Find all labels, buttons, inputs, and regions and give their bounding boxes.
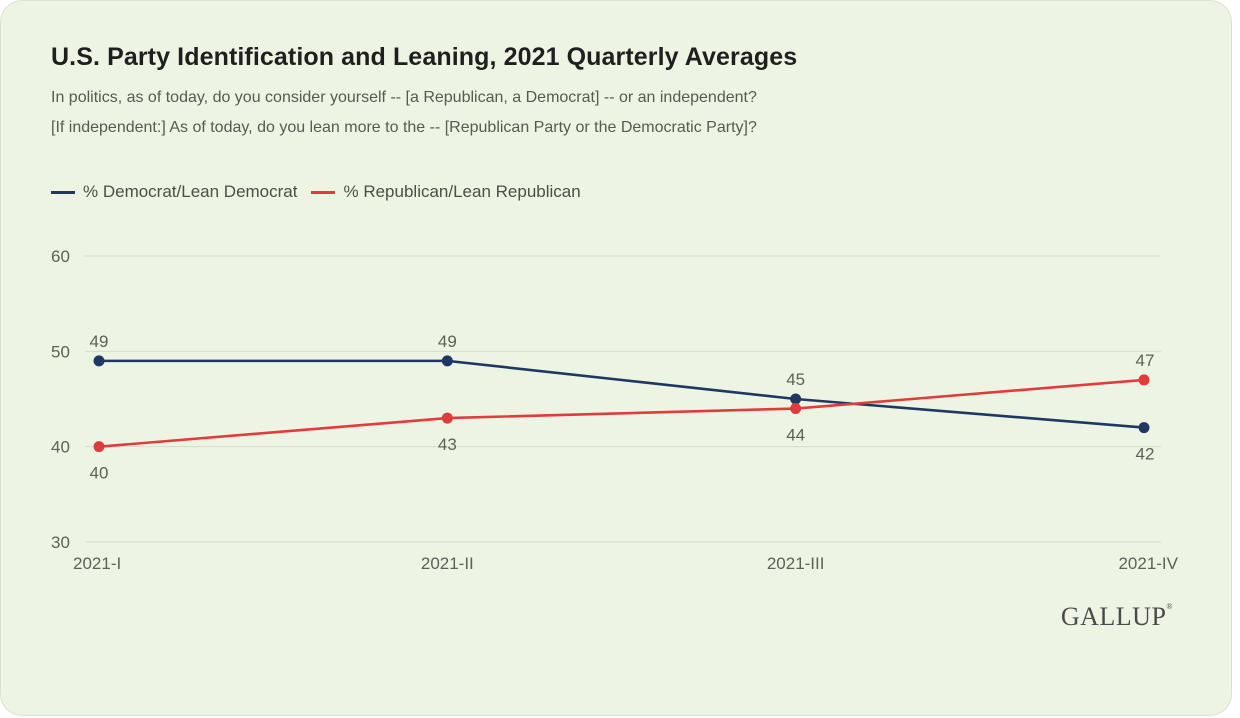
data-label-republican: 44 <box>786 426 805 445</box>
data-point-republican <box>93 441 105 453</box>
chart-subtitle-line-1: In politics, as of today, do you conside… <box>51 89 757 106</box>
data-label-republican: 47 <box>1136 351 1155 370</box>
chart-title: U.S. Party Identification and Leaning, 2… <box>51 43 798 71</box>
data-label-democrat: 49 <box>438 332 457 351</box>
x-tick-label: 2021-I <box>73 554 121 573</box>
y-tick-label: 60 <box>51 247 70 266</box>
gallup-logo-mark: ® <box>1166 602 1173 611</box>
data-label-democrat: 49 <box>90 332 109 351</box>
data-point-democrat <box>1138 422 1150 434</box>
y-tick-label: 50 <box>51 342 70 361</box>
x-tick-label: 2021-IV <box>1118 554 1178 573</box>
line-chart: 30 40 50 60 2021-I 2021-II 2021-III 2021-IV 49 49… <box>51 247 1179 573</box>
data-point-democrat <box>441 355 453 367</box>
data-point-democrat <box>790 393 802 405</box>
legend-swatch-democrat <box>51 190 75 194</box>
data-point-democrat <box>93 355 105 367</box>
data-label-democrat: 45 <box>786 370 805 389</box>
legend-label-democrat: % Democrat/Lean Democrat <box>83 182 298 201</box>
legend-swatch-republican <box>311 190 336 194</box>
data-label-democrat: 42 <box>1136 445 1155 464</box>
data-point-republican <box>790 403 802 415</box>
y-tick-label: 30 <box>51 533 70 552</box>
legend-item-democrat: % Democrat/Lean Democrat <box>51 182 297 202</box>
y-tick-label: 40 <box>51 438 70 457</box>
series-line-republican <box>98 378 1145 448</box>
chart-subtitle-line-2: [If independent:] As of today, do you le… <box>51 119 757 136</box>
x-tick-label: 2021-III <box>767 554 825 573</box>
gallup-logo: GALLUP® <box>1061 602 1173 632</box>
legend-label-republican: % Republican/Lean Republican <box>343 182 581 201</box>
gallup-logo-text: GALLUP <box>1060 602 1167 631</box>
data-point-republican <box>1138 374 1150 386</box>
chart-legend: % Democrat/Lean Democrat % Republican/Le… <box>51 182 595 202</box>
data-label-republican: 43 <box>438 435 457 454</box>
series-line-democrat <box>99 359 1145 429</box>
data-point-republican <box>441 412 453 424</box>
x-tick-label: 2021-II <box>421 554 474 573</box>
data-label-republican: 40 <box>90 464 109 483</box>
legend-item-republican: % Republican/Lean Republican <box>311 182 581 202</box>
